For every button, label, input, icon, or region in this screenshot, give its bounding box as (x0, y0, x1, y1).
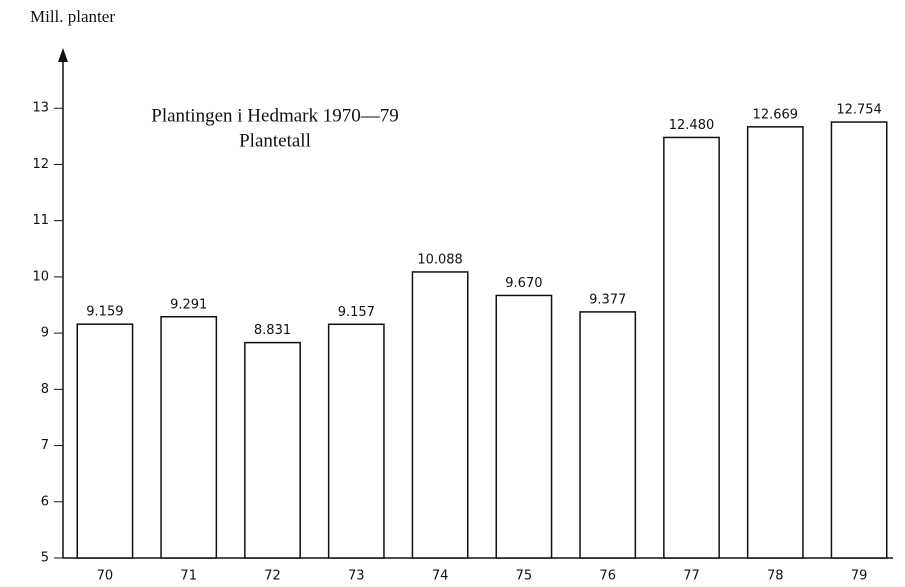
bar (830, 121, 888, 559)
data-label: 9.159 (86, 305, 123, 320)
y-tick-label: 9 (41, 326, 49, 341)
data-label: 9.157 (338, 305, 375, 320)
y-tick-label: 11 (32, 213, 49, 228)
y-tick-label: 5 (41, 551, 49, 566)
bar (495, 294, 553, 559)
x-tick-label: 75 (516, 569, 533, 584)
data-label: 12.480 (669, 118, 715, 133)
y-axis-arrow (58, 48, 68, 62)
y-tick-label: 7 (41, 438, 49, 453)
chart-subtitle: Plantetall (239, 130, 311, 151)
chart-title: Plantingen i Hedmark 1970—79 (151, 105, 399, 126)
data-label: 12.754 (836, 103, 882, 118)
data-label: 12.669 (753, 107, 799, 122)
bar (244, 341, 301, 559)
data-label: 8.831 (254, 323, 291, 338)
x-tick-label: 74 (432, 569, 449, 584)
x-tick-label: 70 (97, 569, 114, 584)
x-tick-label: 72 (264, 569, 281, 584)
bar (579, 311, 637, 559)
x-tick-label: 79 (851, 569, 868, 584)
y-tick-label: 12 (32, 157, 49, 172)
x-tick-label: 71 (180, 569, 197, 584)
x-tick-label: 73 (348, 569, 365, 584)
bar (160, 316, 218, 559)
bar (746, 126, 804, 559)
bar (411, 271, 469, 559)
y-tick-label: 6 (41, 494, 49, 509)
data-label: 9.291 (170, 297, 207, 312)
y-tick-label: 10 (32, 269, 49, 284)
x-tick-label: 78 (767, 569, 784, 584)
data-label: 10.088 (417, 252, 463, 267)
y-axis-label: Mill. planter (30, 7, 115, 26)
x-tick-label: 77 (683, 569, 700, 584)
bar (327, 323, 385, 559)
y-tick-label: 8 (41, 382, 49, 397)
bar (76, 323, 134, 559)
data-label: 9.670 (505, 276, 542, 291)
x-tick-label: 76 (599, 569, 616, 584)
bar (663, 136, 720, 559)
data-label: 9.377 (589, 292, 626, 307)
y-tick-label: 13 (32, 101, 49, 116)
